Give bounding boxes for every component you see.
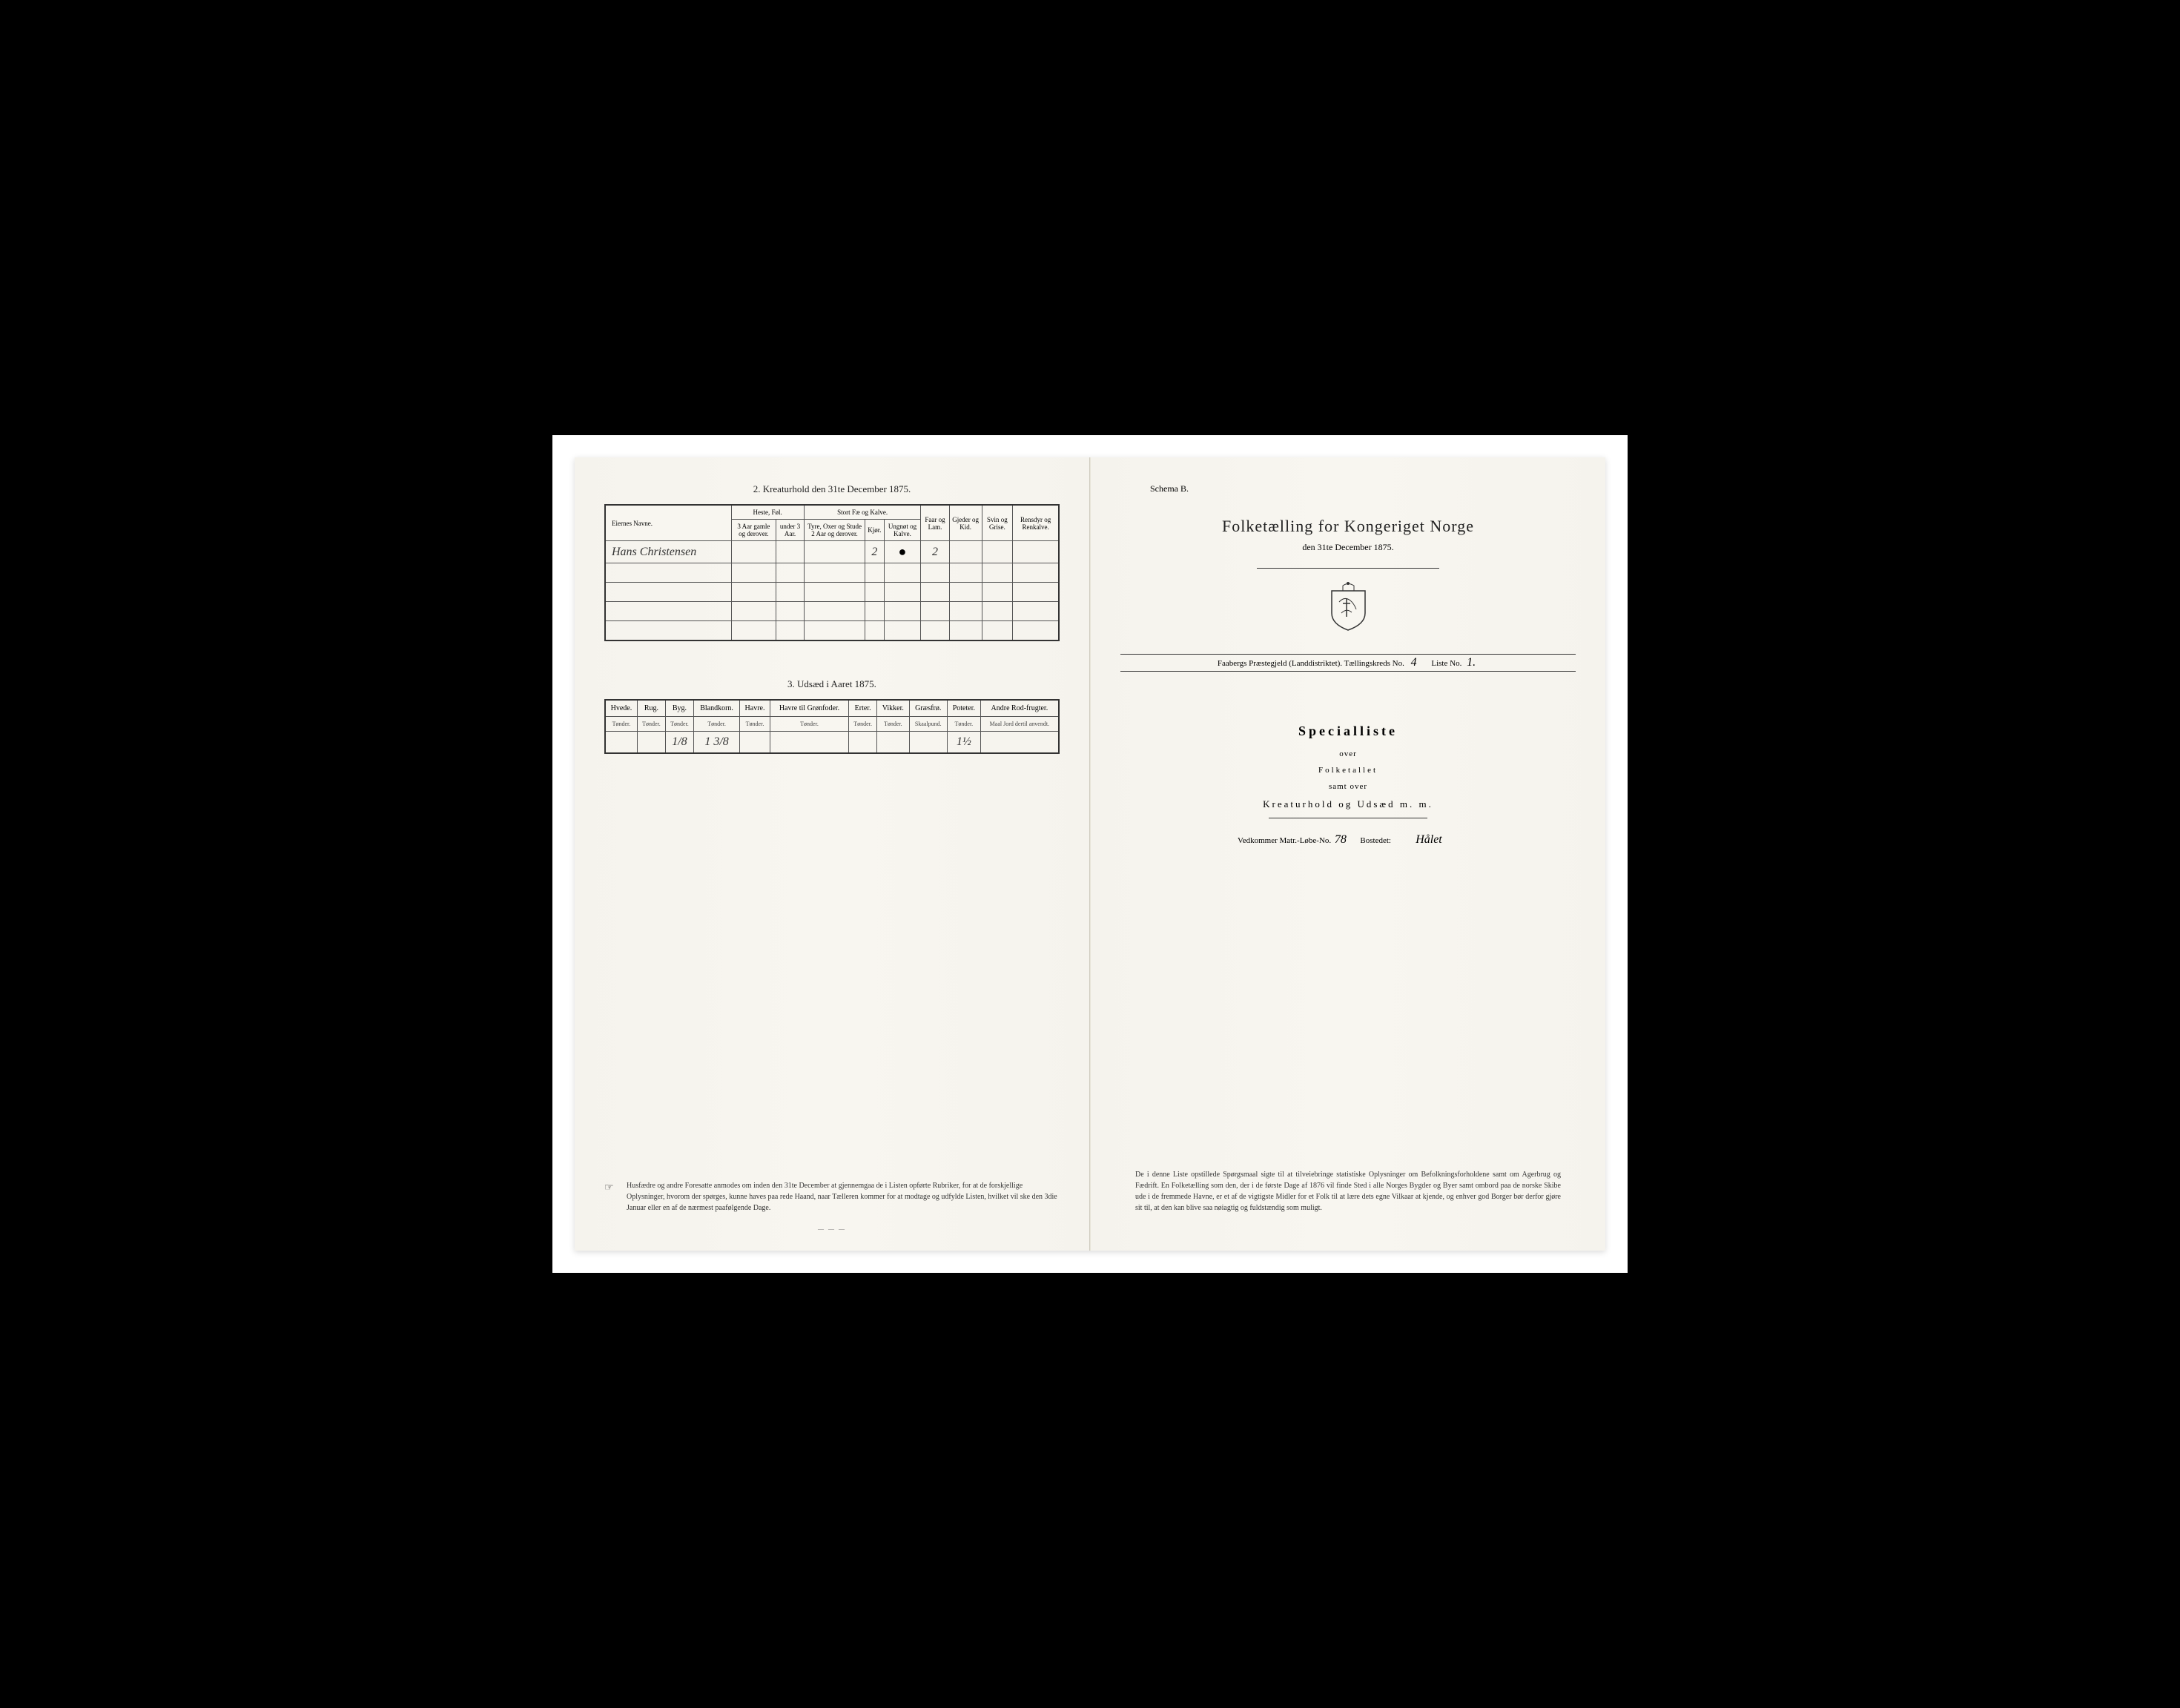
cell-kjor: 2 <box>865 541 884 563</box>
col-goats: Gjeder og Kid. <box>949 505 982 541</box>
pointing-hand-icon: ☞ <box>604 1180 627 1214</box>
col-header: Hvede. <box>605 700 637 717</box>
col-subheader: Tønder. <box>605 716 637 731</box>
bostedet-label: Bostedet: <box>1360 836 1391 845</box>
livestock-table: Eiernes Navne. Heste, Føl. Stort Fæ og K… <box>604 504 1060 641</box>
section2-title: 2. Kreaturhold den 31te December 1875. <box>604 483 1060 495</box>
subheader-row: Tønder.Tønder.Tønder.Tønder.Tønder.Tønde… <box>605 716 1059 731</box>
col-subheader: Skaalpund. <box>909 716 947 731</box>
district-line: Faabergs Præstegjeld (Landdistriktet). T… <box>1120 654 1576 672</box>
coat-of-arms-icon <box>1120 580 1576 635</box>
book-spread: 2. Kreaturhold den 31te December 1875. E… <box>575 457 1605 1251</box>
liste-number: 1. <box>1464 656 1479 669</box>
cell <box>980 731 1059 753</box>
col-horses-sub1: 3 Aar gamle og derover. <box>731 520 776 541</box>
col-header: Blandkorn. <box>693 700 739 717</box>
col-header: Rug. <box>637 700 665 717</box>
footer-text: Husfædre og andre Foresatte anmodes om i… <box>627 1180 1060 1214</box>
col-reindeer: Rensdyr og Renkalve. <box>1013 505 1059 541</box>
cell <box>605 731 637 753</box>
header-row: Hvede.Rug.Byg.Blandkorn.Havre.Havre til … <box>605 700 1059 717</box>
col-cattle: Stort Fæ og Kalve. <box>804 505 921 520</box>
col-subheader: Tønder. <box>740 716 770 731</box>
col-cattle-sub2: Kjør. <box>865 520 884 541</box>
col-header: Havre. <box>740 700 770 717</box>
table-row <box>605 602 1059 621</box>
table-row <box>605 583 1059 602</box>
cell <box>909 731 947 753</box>
section-kreaturhold: 2. Kreaturhold den 31te December 1875. E… <box>604 483 1060 641</box>
col-cattle-sub3: Ungnøt og Kalve. <box>884 520 921 541</box>
col-subheader: Maal Jord dertil anvendt. <box>980 716 1059 731</box>
col-horses-sub2: under 3 Aar. <box>776 520 805 541</box>
col-subheader: Tønder. <box>947 716 980 731</box>
col-header: Erter. <box>849 700 877 717</box>
col-subheader: Tønder. <box>665 716 693 731</box>
col-pigs: Svin og Grise. <box>982 505 1013 541</box>
footer-note-left: ☞ Husfædre og andre Foresatte anmodes om… <box>604 1180 1060 1214</box>
right-page: Schema B. Folketælling for Kongeriget No… <box>1090 457 1605 1251</box>
cell <box>731 541 776 563</box>
district-prefix: Faabergs Præstegjeld (Landdistriktet). T… <box>1218 659 1404 668</box>
cell-ungnot: ● <box>884 541 921 563</box>
table-row: Hans Christensen 2 ● 2 <box>605 541 1059 563</box>
cell <box>849 731 877 753</box>
col-horses: Heste, Føl. <box>731 505 804 520</box>
bostedet-value: Hålet <box>1399 833 1459 847</box>
col-sheep: Faar og Lam. <box>921 505 949 541</box>
col-header: Byg. <box>665 700 693 717</box>
cell: 1½ <box>947 731 980 753</box>
table-row <box>605 563 1059 583</box>
over-label: over <box>1120 749 1576 758</box>
col-subheader: Tønder. <box>637 716 665 731</box>
table-row: 1/81 3/8 1½ <box>605 731 1059 753</box>
col-subheader: Tønder. <box>693 716 739 731</box>
section3-title: 3. Udsæd i Aaret 1875. <box>604 678 1060 690</box>
col-subheader: Tønder. <box>849 716 877 731</box>
kreds-number: 4 <box>1407 656 1421 669</box>
cell <box>770 731 848 753</box>
cell <box>637 731 665 753</box>
section-udsaed: 3. Udsæd i Aaret 1875. Hvede.Rug.Byg.Bla… <box>604 678 1060 754</box>
cell <box>1013 541 1059 563</box>
col-header: Poteter. <box>947 700 980 717</box>
cell-sheep: 2 <box>921 541 949 563</box>
col-header: Andre Rod-frugter. <box>980 700 1059 717</box>
page-subtitle: den 31te December 1875. <box>1120 542 1576 553</box>
matr-line: Vedkommer Matr.-Løbe-No. 78 Bostedet: Hå… <box>1120 833 1576 847</box>
cell <box>982 541 1013 563</box>
matr-label: Vedkommer Matr.-Løbe-No. <box>1238 836 1331 845</box>
cell <box>949 541 982 563</box>
col-header: Vikker. <box>877 700 909 717</box>
cell <box>804 541 865 563</box>
cell: 1 3/8 <box>693 731 739 753</box>
liste-label: Liste No. <box>1431 659 1461 668</box>
col-subheader: Tønder. <box>770 716 848 731</box>
footer-note-right: De i denne Liste opstillede Spørgsmaal s… <box>1135 1169 1561 1214</box>
left-page: 2. Kreaturhold den 31te December 1875. E… <box>575 457 1090 1251</box>
kreaturhold-label: Kreaturhold og Udsæd m. m. <box>1120 798 1576 810</box>
matr-number: 78 <box>1333 833 1348 847</box>
cell: 1/8 <box>665 731 693 753</box>
schema-label: Schema B. <box>1150 483 1576 494</box>
cell <box>877 731 909 753</box>
print-marks: — — — <box>818 1225 846 1232</box>
table-row <box>605 621 1059 640</box>
col-header: Havre til Grønfoder. <box>770 700 848 717</box>
samt-over-label: samt over <box>1120 782 1576 791</box>
cell-owner: Hans Christensen <box>605 541 731 563</box>
specialliste-title: Specialliste <box>1120 724 1576 739</box>
col-owner: Eiernes Navne. <box>605 505 731 541</box>
folketallet-label: Folketallet <box>1120 766 1576 775</box>
col-header: Græsfrø. <box>909 700 947 717</box>
col-subheader: Tønder. <box>877 716 909 731</box>
document-frame: 2. Kreaturhold den 31te December 1875. E… <box>552 435 1628 1273</box>
cell <box>740 731 770 753</box>
page-title: Folketælling for Kongeriget Norge <box>1120 517 1576 536</box>
cell <box>776 541 805 563</box>
col-cattle-sub1: Tyre, Oxer og Stude 2 Aar og derover. <box>804 520 865 541</box>
sowing-table: Hvede.Rug.Byg.Blandkorn.Havre.Havre til … <box>604 699 1060 754</box>
